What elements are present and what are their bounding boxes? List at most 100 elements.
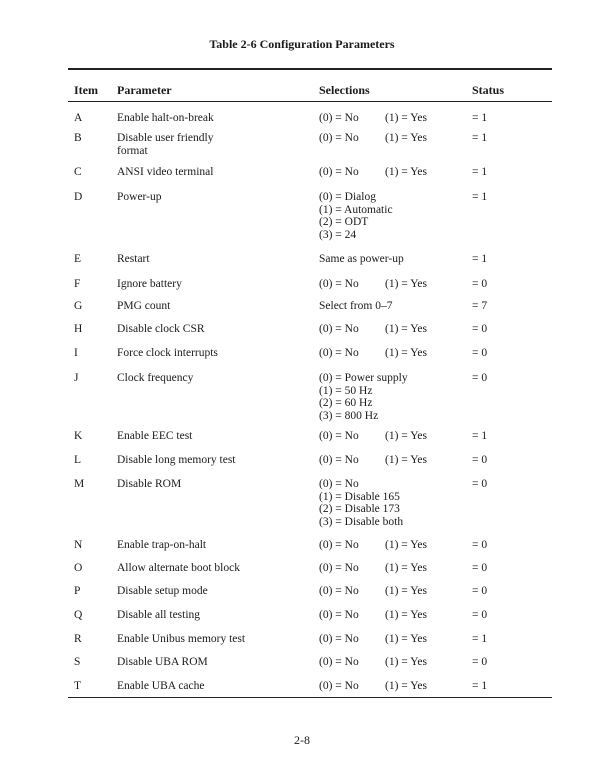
selection-yes: (1) = Yes	[385, 680, 427, 692]
selections-cell: (0) = Power supply (1) = 50 Hz (2) = 60 Hz…	[319, 372, 472, 422]
item-cell: A	[74, 112, 83, 124]
selection-no: (0) = No	[319, 585, 359, 597]
bottom-rule	[68, 697, 552, 698]
selection-no: (0) = No	[319, 539, 359, 551]
parameter-cell: Ignore battery	[117, 278, 319, 291]
parameter-cell: Disable all testing	[117, 609, 319, 622]
item-cell: L	[74, 454, 82, 466]
selection-no: (0) = No	[319, 112, 359, 124]
selection-line: (1) = 50 Hz	[319, 384, 373, 397]
status-cell: = 0	[472, 347, 488, 359]
selection-line: (0) = Power supply	[319, 372, 408, 384]
table-row: N Enable trap-on-halt (0) = No (1) = Yes = 0	[74, 539, 532, 552]
selections-cell: (0) = No (1) = Yes	[319, 132, 472, 145]
selection-line: (1) = Disable 165	[319, 490, 400, 503]
selections-cell: (0) = No (1) = Yes	[319, 112, 472, 125]
selections-cell: (0) = No (1) = Yes	[319, 166, 472, 179]
table-row: R Enable Unibus memory test (0) = No (1) = …	[74, 633, 532, 646]
selection-yes: (1) = Yes	[385, 633, 427, 645]
table-row: L Disable long memory test (0) = No (1) = Y…	[74, 454, 532, 467]
selections-cell: (0) = Dialog (1) = Automatic (2) = ODT (3) …	[319, 191, 472, 241]
selection-line: (0) = No (1) = Yes	[319, 347, 472, 360]
status-cell: = 0	[472, 609, 488, 621]
parameter-cell: ANSI video terminal	[117, 166, 319, 179]
item-cell: Q	[74, 609, 83, 621]
selection-yes: (1) = Yes	[385, 132, 427, 144]
table-title: Table 2-6 Configuration Parameters	[209, 37, 395, 51]
parameter-cell: Disable user friendly format	[117, 132, 319, 157]
selection-line: (0) = No (1) = Yes	[319, 454, 472, 467]
parameter-line: PMG count	[117, 300, 171, 312]
selections-cell: (0) = No (1) = Yes	[319, 562, 472, 575]
table-row: H Disable clock CSR (0) = No (1) = Yes = 0	[74, 323, 532, 336]
item-cell: G	[74, 300, 83, 312]
item-cell: T	[74, 680, 82, 692]
status-cell: = 0	[472, 562, 488, 574]
item-cell: M	[74, 478, 85, 490]
selection-no: (0) = No	[319, 680, 359, 692]
selection-line: (0) = No (1) = Yes	[319, 585, 472, 598]
selections-cell: (0) = No (1) = Disable 165 (2) = Disable 1…	[319, 478, 472, 528]
status-cell: = 0	[472, 585, 488, 597]
status-cell: = 1	[472, 112, 488, 124]
selection-yes: (1) = Yes	[385, 112, 427, 124]
status-cell: = 1	[472, 191, 488, 203]
table-row: T Enable UBA cache (0) = No (1) = Yes = 1	[74, 680, 532, 693]
selection-no: (0) = No	[319, 609, 359, 621]
selections-cell: (0) = No (1) = Yes	[319, 539, 472, 552]
selection-line: (3) = Disable both	[319, 515, 404, 528]
item-cell: O	[74, 562, 83, 574]
table-header: Item Parameter Selections Status	[74, 83, 532, 97]
table-row: F Ignore battery (0) = No (1) = Yes = 0	[74, 278, 532, 291]
status-cell: = 7	[472, 300, 488, 312]
parameter-cell: Force clock interrupts	[117, 347, 319, 360]
parameter-line: Enable UBA cache	[117, 680, 205, 692]
parameter-cell: Enable EEC test	[117, 430, 319, 443]
selections-cell: Select from 0–7	[319, 300, 472, 313]
selections-cell: (0) = No (1) = Yes	[319, 585, 472, 598]
selection-line: (0) = No (1) = Yes	[319, 562, 472, 575]
item-cell: I	[74, 347, 78, 359]
selection-yes: (1) = Yes	[385, 323, 427, 335]
selection-yes: (1) = Yes	[385, 562, 427, 574]
table-row: J Clock frequency (0) = Power supply (1) = …	[74, 372, 532, 422]
parameter-line: Disable all testing	[117, 609, 201, 621]
selection-line: (2) = 60 Hz	[319, 397, 373, 409]
parameter-line: Enable Unibus memory test	[117, 633, 246, 645]
selection-no: (0) = No	[319, 323, 359, 335]
parameter-cell: Disable UBA ROM	[117, 656, 319, 669]
status-cell: = 0	[472, 539, 488, 551]
table-row: D Power-up (0) = Dialog (1) = Automatic (2) …	[74, 191, 532, 241]
selection-line: (0) = No (1) = Yes	[319, 609, 472, 622]
selection-line: Same as power-up	[319, 253, 404, 265]
selection-yes: (1) = Yes	[385, 539, 427, 551]
selection-line: (1) = Automatic	[319, 203, 393, 216]
selection-yes: (1) = Yes	[385, 278, 427, 290]
table-row: C ANSI video terminal (0) = No (1) = Yes = 1	[74, 166, 532, 179]
parameter-cell: Restart	[117, 253, 319, 266]
selection-yes: (1) = Yes	[385, 454, 427, 466]
selection-line: (0) = No (1) = Yes	[319, 323, 472, 336]
table-row: O Allow alternate boot block (0) = No (1) =…	[74, 562, 532, 575]
item-cell: P	[74, 585, 81, 597]
status-cell: = 0	[472, 454, 488, 466]
selection-yes: (1) = Yes	[385, 166, 427, 178]
selections-cell: (0) = No (1) = Yes	[319, 633, 472, 646]
selections-cell: (0) = No (1) = Yes	[319, 347, 472, 360]
header-status: Status	[472, 83, 505, 97]
parameter-line: Power-up	[117, 191, 162, 203]
selection-yes: (1) = Yes	[385, 347, 427, 359]
selection-yes: (1) = Yes	[385, 656, 427, 668]
parameter-line: Disable setup mode	[117, 585, 208, 597]
status-cell: = 1	[472, 633, 488, 645]
parameter-cell: Power-up	[117, 191, 319, 204]
table-row: M Disable ROM (0) = No (1) = Disable 165 (2)…	[74, 478, 532, 528]
status-cell: = 0	[472, 656, 488, 668]
selection-no: (0) = No	[319, 347, 359, 359]
selections-cell: (0) = No (1) = Yes	[319, 656, 472, 669]
parameter-line: Clock frequency	[117, 372, 194, 384]
item-cell: E	[74, 253, 82, 265]
item-cell: B	[74, 132, 82, 144]
item-cell: R	[74, 633, 82, 645]
selection-line: (0) = No (1) = Yes	[319, 656, 472, 669]
